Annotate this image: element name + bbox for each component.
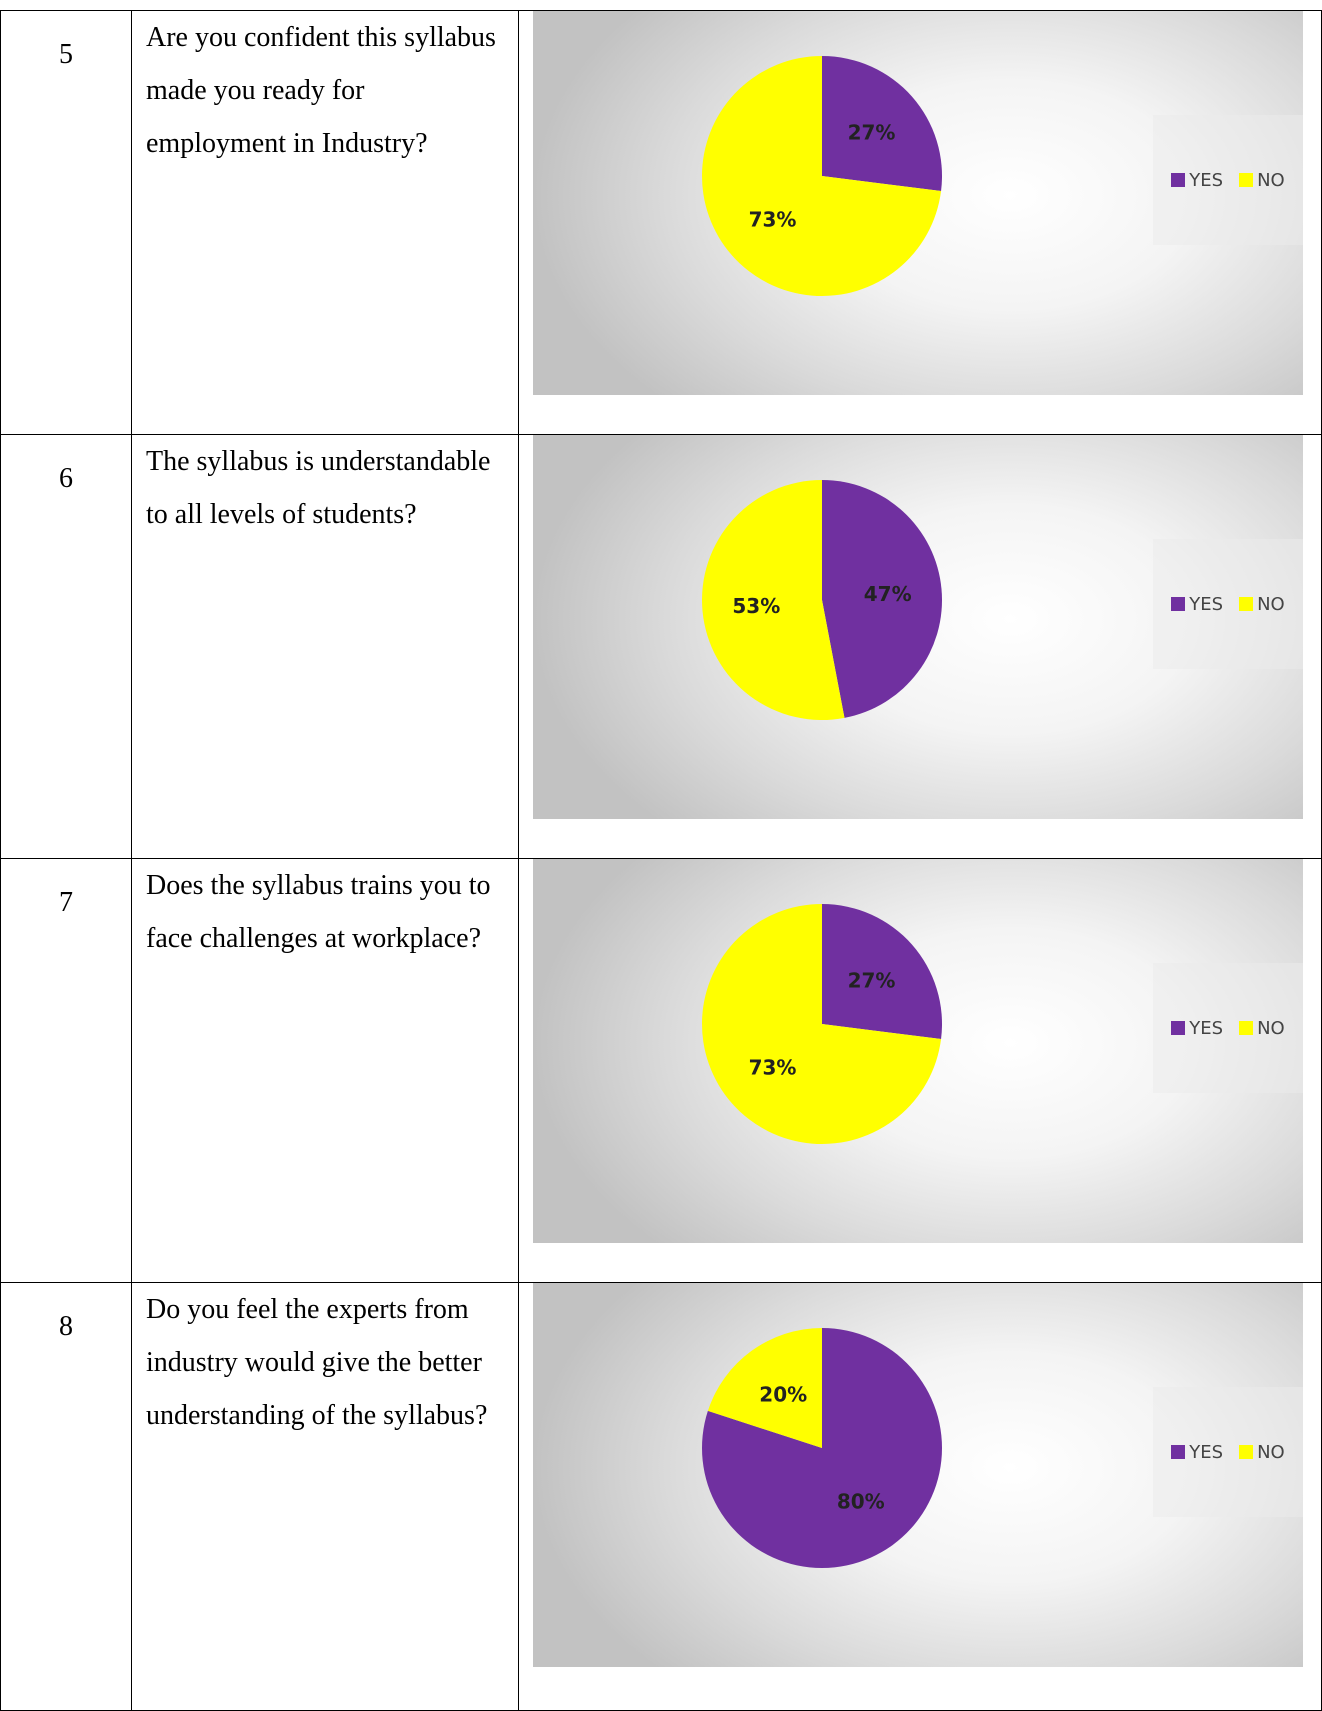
legend-swatch-no xyxy=(1239,173,1254,187)
legend-label-yes: YES xyxy=(1189,593,1224,615)
legend-label-yes: YES xyxy=(1189,1441,1224,1463)
legend-item-yes: YES xyxy=(1171,594,1223,615)
pie-slice-no xyxy=(702,904,942,1144)
chart-cell: 47% 53% YES NO xyxy=(518,434,1322,859)
legend-swatch-yes xyxy=(1171,597,1186,611)
pie-chart: 27% 73% YES NO xyxy=(533,859,1303,1243)
pie-data-label: 53% xyxy=(732,594,780,618)
survey-table: 5 Are you confident this syllabus made y… xyxy=(0,10,1322,1711)
legend-label-yes: YES xyxy=(1189,1017,1224,1039)
legend-item-yes: YES xyxy=(1171,1018,1223,1039)
pie-slice-no xyxy=(702,480,845,720)
legend-swatch-no xyxy=(1239,597,1254,611)
legend-swatch-no xyxy=(1239,1445,1254,1459)
chart-cell: 27% 73% YES NO xyxy=(518,10,1322,435)
pie-data-label: 73% xyxy=(749,1056,797,1080)
legend-swatch-no xyxy=(1239,1021,1254,1035)
legend-label-no: NO xyxy=(1257,593,1285,615)
legend-swatch-yes xyxy=(1171,173,1186,187)
chart-legend: YES NO xyxy=(1153,539,1303,669)
pie-data-label: 73% xyxy=(749,208,797,232)
table-row: 6 The syllabus is understandable to all … xyxy=(0,434,1322,859)
legend-item-no: NO xyxy=(1239,1018,1285,1039)
pie-chart: 47% 53% YES NO xyxy=(533,435,1303,819)
pie-chart: 27% 73% YES NO xyxy=(533,11,1303,395)
legend-item-yes: YES xyxy=(1171,1442,1223,1463)
table-row: 8 Do you feel the experts from industry … xyxy=(0,1282,1322,1711)
pie-slice-yes xyxy=(822,480,943,718)
pie-slice-no xyxy=(702,56,942,296)
chart-cell: 80% 20% YES NO xyxy=(518,1282,1322,1711)
legend-item-no: NO xyxy=(1239,1442,1285,1463)
legend-label-yes: YES xyxy=(1189,169,1224,191)
legend-swatch-yes xyxy=(1171,1021,1186,1035)
pie-chart: 80% 20% YES NO xyxy=(533,1283,1303,1667)
pie-data-label: 27% xyxy=(848,968,896,992)
chart-legend: YES NO xyxy=(1153,1387,1303,1517)
pie-slice-yes xyxy=(822,56,942,192)
pie-slice-yes xyxy=(822,904,942,1040)
pie-slice-no xyxy=(707,1328,822,1448)
chart-legend: YES NO xyxy=(1153,115,1303,245)
question-number: 8 xyxy=(0,1282,132,1711)
chart-cell: 27% 73% YES NO xyxy=(518,858,1322,1283)
question-text: Are you confident this syllabus made you… xyxy=(131,10,519,435)
pie-svg: 47% 53% xyxy=(702,480,943,720)
legend-item-no: NO xyxy=(1239,594,1285,615)
pie-data-label: 27% xyxy=(848,120,896,144)
question-number: 7 xyxy=(0,858,132,1283)
legend-item-yes: YES xyxy=(1171,170,1223,191)
table-row: 7 Does the syllabus trains you to face c… xyxy=(0,858,1322,1283)
legend-item-no: NO xyxy=(1239,170,1285,191)
legend-label-no: NO xyxy=(1257,1441,1285,1463)
pie-data-label: 80% xyxy=(837,1489,885,1513)
pie-data-label: 20% xyxy=(759,1383,807,1407)
chart-legend: YES NO xyxy=(1153,963,1303,1093)
pie-data-label: 47% xyxy=(864,582,912,606)
question-text: Do you feel the experts from industry wo… xyxy=(131,1282,519,1711)
pie-svg: 27% 73% xyxy=(702,904,942,1144)
legend-swatch-yes xyxy=(1171,1445,1186,1459)
pie-svg: 80% 20% xyxy=(702,1328,942,1568)
question-number: 6 xyxy=(0,434,132,859)
pie-svg: 27% 73% xyxy=(702,56,942,296)
question-text: The syllabus is understandable to all le… xyxy=(131,434,519,859)
legend-label-no: NO xyxy=(1257,1017,1285,1039)
legend-label-no: NO xyxy=(1257,169,1285,191)
table-row: 5 Are you confident this syllabus made y… xyxy=(0,10,1322,435)
question-text: Does the syllabus trains you to face cha… xyxy=(131,858,519,1283)
question-number: 5 xyxy=(0,10,132,435)
